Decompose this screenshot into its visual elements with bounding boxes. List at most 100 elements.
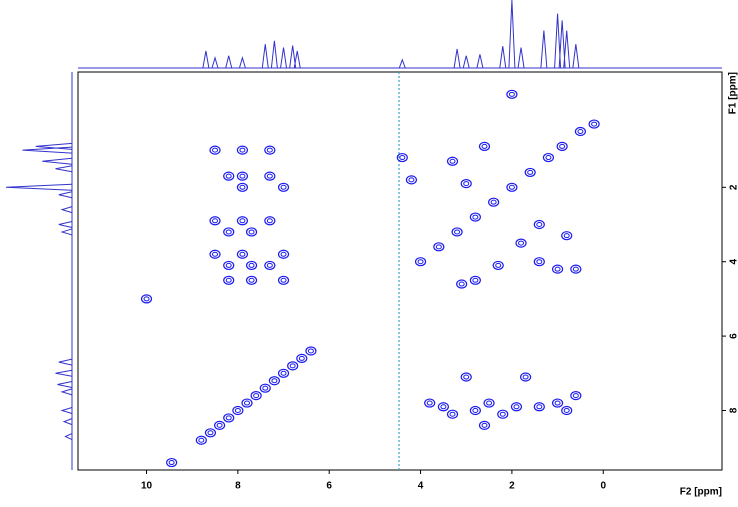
left-projection-peak — [35, 142, 73, 150]
contour-core — [225, 415, 232, 421]
y-tick-label: 4 — [729, 258, 738, 264]
contour-core — [212, 147, 219, 153]
contour-peak — [478, 141, 491, 151]
contour-core — [536, 404, 543, 410]
contour-peak — [433, 242, 445, 252]
left-projection-peak — [62, 418, 73, 426]
contour-core — [271, 378, 278, 384]
contour-peak — [506, 89, 518, 99]
x-tick-label: 6 — [326, 481, 332, 492]
top-projection-peak — [453, 48, 461, 69]
contour-peak — [223, 260, 235, 271]
contour-peak — [209, 249, 221, 259]
contour-core — [508, 91, 515, 97]
contour-peak — [396, 152, 408, 163]
top-projection-peak — [270, 40, 278, 69]
contour-peak — [561, 405, 573, 416]
contour-peak — [232, 405, 244, 416]
left-projection-peak — [57, 380, 73, 388]
contour-peak — [250, 391, 262, 401]
contour-core — [435, 244, 442, 250]
contour-peak — [446, 156, 459, 166]
top-projection-peak — [563, 30, 571, 69]
contour-peak — [469, 275, 481, 285]
contour-core — [563, 233, 570, 239]
contour-peak — [533, 402, 545, 412]
contour-core — [239, 147, 246, 153]
contour-peak — [245, 227, 258, 237]
contour-core — [280, 184, 287, 190]
contour-peak — [236, 249, 249, 259]
contour-peak — [259, 383, 271, 393]
contour-peak — [277, 249, 290, 259]
contour-peak — [574, 126, 587, 137]
contour-core — [143, 296, 150, 302]
top-projection-peak — [540, 30, 548, 69]
contour-core — [234, 407, 241, 413]
contour-peak — [460, 178, 472, 189]
top-projection-peak — [572, 44, 580, 69]
contour-peak — [287, 361, 299, 371]
contour-peak — [469, 212, 481, 222]
left-projection-peak — [60, 206, 73, 214]
contour-core — [554, 400, 561, 406]
contour-core — [280, 370, 287, 376]
left-projection-peak — [58, 191, 73, 199]
contour-peak — [277, 275, 290, 285]
contour-core — [266, 262, 273, 268]
contour-core — [545, 155, 552, 161]
contour-core — [481, 422, 488, 428]
contour-core — [212, 218, 219, 224]
contour-core — [262, 385, 269, 391]
top-projection-peak — [211, 56, 219, 69]
contour-core — [417, 259, 424, 265]
contour-peak — [241, 398, 253, 408]
contour-core — [266, 173, 273, 179]
contour-core — [440, 404, 447, 410]
contour-core — [449, 411, 456, 417]
contour-core — [572, 393, 579, 399]
top-projection-peak — [554, 13, 562, 69]
top-projection-peak — [462, 55, 470, 69]
contour-core — [458, 281, 465, 287]
contour-peak — [414, 257, 427, 267]
contour-core — [577, 129, 584, 135]
contour-core — [266, 218, 273, 224]
contour-peak — [570, 391, 582, 401]
x-tick-label: 0 — [600, 481, 606, 492]
left-projection-peak — [60, 407, 73, 414]
contour-core — [522, 374, 529, 380]
contour-core — [225, 229, 232, 235]
contour-peak — [264, 260, 276, 271]
contour-peak — [456, 279, 468, 289]
contour-core — [239, 218, 246, 224]
contour-peak — [497, 409, 509, 419]
top-projection-peak — [202, 50, 210, 69]
contour-core — [449, 158, 456, 164]
contour-peak — [140, 294, 153, 304]
top-projection-peak — [508, 0, 516, 69]
left-projection-peak — [55, 369, 73, 377]
top-projection-peak — [558, 20, 566, 69]
left-projection-peak — [5, 183, 73, 191]
contour-peak — [236, 145, 249, 155]
contour-core — [280, 251, 287, 257]
contour-core — [495, 262, 502, 268]
contour-peak — [223, 171, 235, 181]
contour-core — [499, 411, 506, 417]
contour-peak — [209, 145, 221, 155]
top-projection-peak — [398, 58, 406, 69]
contour-peak — [506, 182, 518, 192]
contour-core — [518, 240, 525, 246]
contour-peak — [437, 402, 449, 412]
top-projection-peak — [476, 54, 484, 69]
contour-peak — [492, 260, 504, 271]
contour-core — [426, 400, 433, 406]
left-projection-peak — [58, 221, 73, 228]
contour-core — [463, 181, 470, 187]
contour-peak — [195, 435, 207, 445]
contour-peak — [305, 346, 317, 356]
contour-peak — [166, 457, 178, 468]
contour-peak — [277, 368, 290, 378]
